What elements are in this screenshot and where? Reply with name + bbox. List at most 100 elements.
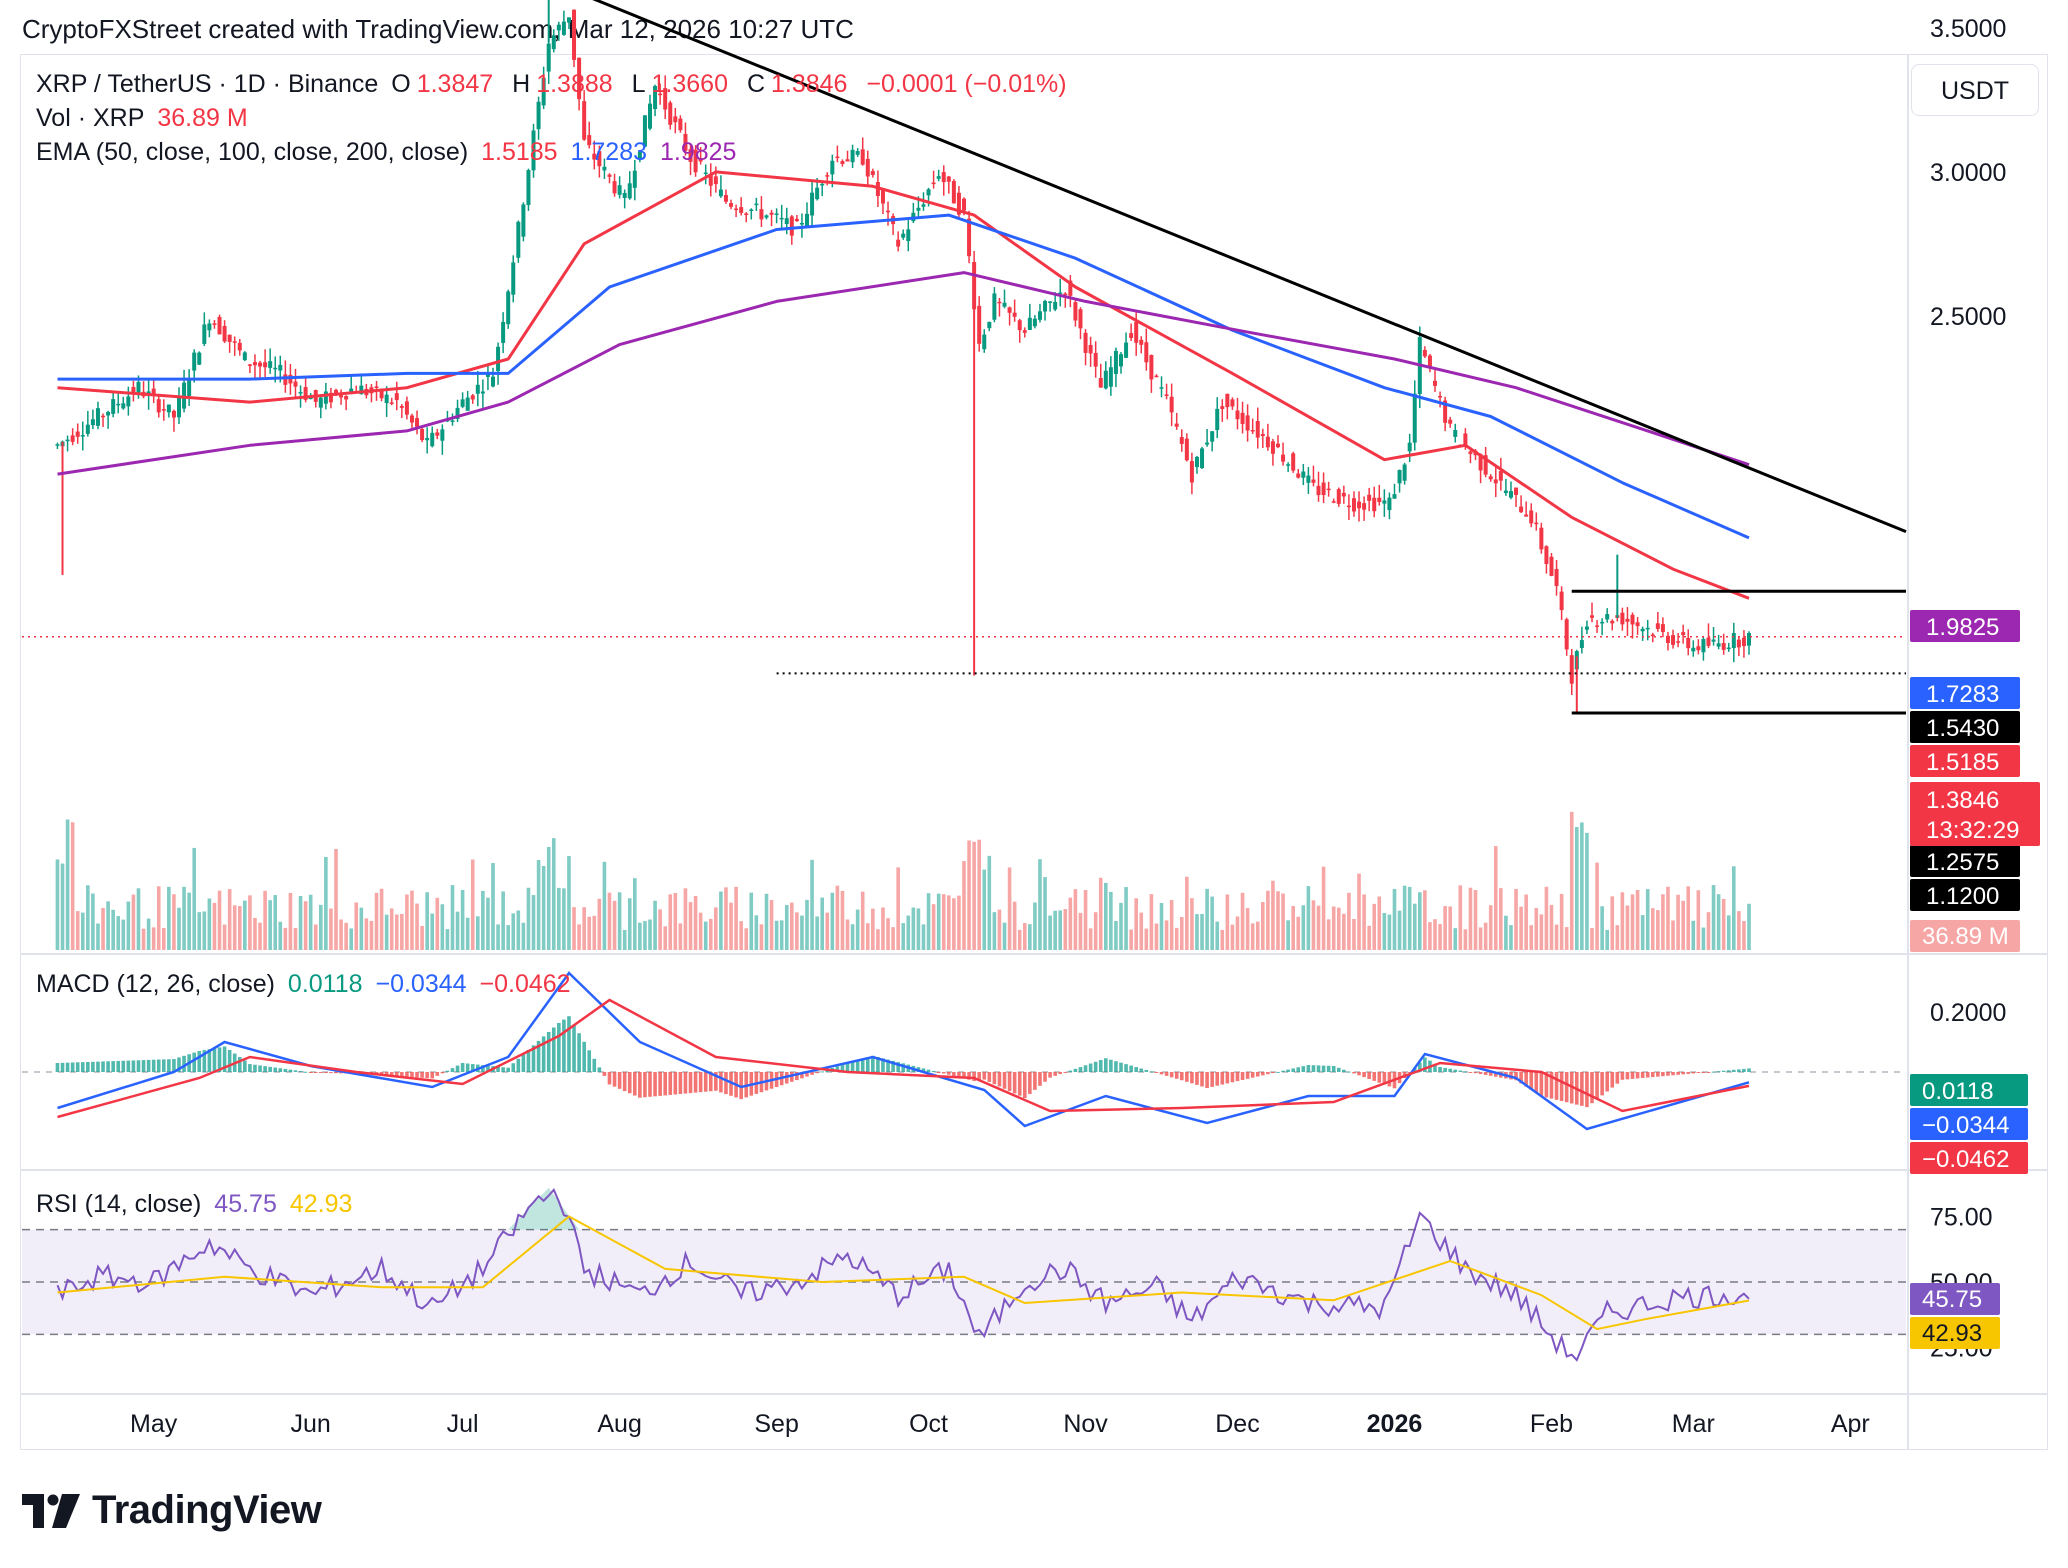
candle-body [1478,454,1483,471]
macd-histogram-bar [1615,1072,1620,1084]
volume-bar [1134,898,1138,950]
candle-body [754,203,759,206]
candle-body [1716,643,1721,647]
macd-histogram-bar [1139,1068,1144,1072]
volume-bar [977,839,981,950]
macd-histogram-bar [1650,1072,1655,1078]
ema100-line[interactable] [57,213,1750,540]
candle-body [1468,451,1473,454]
descending-trendline[interactable] [559,0,1907,534]
volume-bar [1645,889,1650,950]
candle-body [101,415,106,418]
rsi-label[interactable]: RSI (14, close) [36,1190,202,1218]
volume-bar [698,912,703,950]
candle-body [212,323,217,325]
candle-body [1650,634,1655,637]
candle-body [794,218,799,222]
volume-bar [1220,929,1225,950]
ema50-line[interactable] [57,170,1750,600]
volume-bar [546,846,551,950]
volume-bar [1575,827,1579,950]
rsi-line[interactable] [56,1187,1750,1362]
volume-bar [1119,902,1123,950]
macd-label[interactable]: MACD (12, 26, close) [36,970,275,998]
symbol-title[interactable]: XRP / TetherUS · 1D · Binance [36,70,379,98]
volume-bar [1483,922,1488,950]
candle-body [263,362,268,368]
ema200-line[interactable] [57,271,1750,476]
macd-histogram-bar [126,1060,131,1072]
candle-body [886,210,891,213]
macd-histogram-bar [855,1059,860,1072]
macd-signal-line[interactable] [57,998,1750,1119]
volume-bar [1043,877,1047,950]
candle-body [90,419,95,426]
rsi-ma-line[interactable] [57,1215,1750,1331]
candle-body [334,389,338,394]
volume-bar [1367,925,1371,950]
tradingview-logo[interactable]: TradingView [22,1488,322,1533]
price-badge [1910,879,2020,911]
candle-body [921,204,926,207]
volume-bar [197,912,202,950]
candle-body [1514,487,1519,495]
candle-body [283,374,288,385]
candle-body [359,385,364,395]
volume-label[interactable]: Vol · XRP [36,104,145,132]
volume-bar [1306,886,1311,950]
candle-body [1301,471,1306,478]
candle-body [967,218,972,257]
candle-body [561,21,566,35]
macd-histogram-bar [1200,1072,1204,1087]
candle-body [1402,464,1407,481]
candle-body [501,321,506,343]
macd-histogram-bar [121,1060,126,1072]
macd-histogram-bar [91,1061,95,1072]
volume-bar [400,913,404,950]
time-axis-tick: Aug [597,1410,641,1438]
candle-body [546,43,551,72]
macd-histogram-bar [1640,1072,1645,1078]
volume-bar [344,922,348,950]
candle-body [1144,342,1149,363]
candle-body [1721,643,1726,650]
candle-body [1260,434,1265,437]
volume-bar [232,905,237,950]
volume-bar [896,867,900,950]
macd-histogram-bar [1519,1072,1523,1084]
currency-selector[interactable]: USDT [1911,64,2039,116]
macd-histogram-bar [329,1072,333,1074]
volume-bar [1291,905,1295,950]
price-badge [1910,711,2020,743]
macd-histogram-bar [1726,1070,1731,1072]
macd-histogram-bar [1539,1072,1544,1097]
candle-body [298,392,303,394]
volume-bar [70,822,75,950]
candle-body [936,176,941,179]
volume-bar [369,920,374,950]
macd-histogram-bar [678,1072,683,1094]
macd-badge-label: −0.0344 [1922,1112,2009,1139]
candle-body [420,429,425,441]
volume-bar [830,892,835,950]
ema-label[interactable]: EMA (50, close, 100, close, 200, close) [36,138,469,166]
current-price-badge[interactable] [1910,782,2040,846]
candle-body [1549,556,1554,576]
macd-signal-value: −0.0462 [479,970,571,998]
rsi-ma-value: 42.93 [289,1190,353,1218]
candle-body [1671,635,1676,645]
macd-histogram-bar [237,1057,242,1072]
macd-histogram-bar [182,1055,186,1072]
volume-bar [1423,890,1427,950]
macd-histogram-bar [298,1071,303,1073]
candle-body [1508,491,1513,498]
macd-histogram-bar [1407,1072,1412,1073]
volume-bar [496,924,500,950]
macd-histogram-bar [445,1070,450,1072]
macd-histogram-bar [1382,1072,1387,1085]
candle-body [632,170,637,188]
candle-body [480,391,485,394]
volume-bar [491,863,495,950]
candle-body [1579,640,1584,648]
